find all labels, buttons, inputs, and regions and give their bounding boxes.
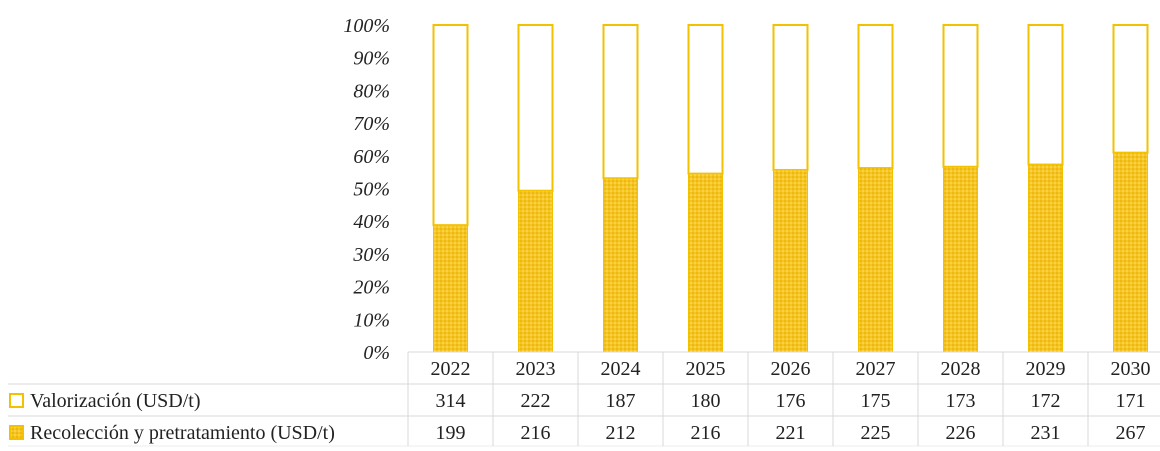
y-tick-label: 30% xyxy=(352,244,390,266)
legend-label: Recolección y pretratamiento (USD/t) xyxy=(30,422,335,444)
y-tick-label: 0% xyxy=(363,342,390,364)
data-label: 171 xyxy=(1116,390,1146,412)
x-tick-label: 2030 xyxy=(1111,358,1151,380)
x-tick-label: 2026 xyxy=(771,358,811,380)
bar-recoleccion xyxy=(688,173,723,353)
x-tick-label: 2027 xyxy=(856,358,896,380)
bar-recoleccion xyxy=(773,169,808,353)
data-label: 180 xyxy=(691,390,721,412)
data-label: 175 xyxy=(861,390,891,412)
bar-valorizacion xyxy=(432,24,469,227)
data-label: 216 xyxy=(691,422,721,444)
x-tick-label: 2023 xyxy=(516,358,556,380)
y-tick-label: 50% xyxy=(353,179,390,201)
data-label: 221 xyxy=(776,422,806,444)
bar-valorizacion xyxy=(942,24,979,168)
bar-valorizacion xyxy=(687,24,724,175)
data-label: 173 xyxy=(946,390,976,412)
data-label: 226 xyxy=(946,422,976,444)
bar-valorizacion xyxy=(1112,24,1149,154)
y-tick-label: 20% xyxy=(353,277,390,299)
x-tick-label: 2024 xyxy=(601,358,641,380)
bar-recoleccion xyxy=(433,224,468,353)
bar-valorizacion xyxy=(857,24,894,170)
bar-recoleccion xyxy=(1113,152,1148,353)
y-tick-label: 40% xyxy=(353,211,390,233)
data-label: 231 xyxy=(1031,422,1061,444)
bar-valorizacion xyxy=(772,24,809,171)
data-label: 216 xyxy=(521,422,551,444)
y-tick-label: 80% xyxy=(353,80,390,102)
x-tick-label: 2025 xyxy=(686,358,726,380)
bar-recoleccion xyxy=(1028,164,1063,353)
data-label: 187 xyxy=(606,390,636,412)
data-label: 225 xyxy=(861,422,891,444)
bar-recoleccion xyxy=(943,166,978,353)
y-axis: 100% 90% 80% 70% 60% 50% 40% 30% 20% 10% 0% xyxy=(343,15,390,364)
bar-valorizacion xyxy=(1027,24,1064,166)
data-label: 314 xyxy=(436,390,466,412)
legend-key xyxy=(9,393,24,408)
y-tick-label: 100% xyxy=(343,15,390,37)
x-tick-label: 2029 xyxy=(1026,358,1066,380)
y-tick-label: 60% xyxy=(353,146,390,168)
legend-key xyxy=(9,425,24,440)
bar-valorizacion xyxy=(602,24,639,180)
data-label: 212 xyxy=(606,422,636,444)
x-tick-label: 2022 xyxy=(431,358,471,380)
data-label: 199 xyxy=(436,422,466,444)
bar-recoleccion xyxy=(858,167,893,353)
data-label: 267 xyxy=(1116,422,1146,444)
bar-valorizacion xyxy=(517,24,554,192)
y-tick-label: 90% xyxy=(353,48,390,70)
data-table: 2022 2023 2024 2025 2026 2027 2028 2029 2030 Valo… xyxy=(8,351,1160,447)
y-tick-label: 70% xyxy=(353,113,390,135)
data-label: 222 xyxy=(521,390,551,412)
x-tick-label: 2028 xyxy=(941,358,981,380)
y-tick-label: 10% xyxy=(353,309,390,331)
data-label: 176 xyxy=(776,390,806,412)
legend-label: Valorización (USD/t) xyxy=(30,390,201,412)
bar-recoleccion xyxy=(518,190,553,353)
bar-recoleccion xyxy=(603,177,638,353)
data-label: 172 xyxy=(1031,390,1061,412)
bars xyxy=(432,24,1149,353)
